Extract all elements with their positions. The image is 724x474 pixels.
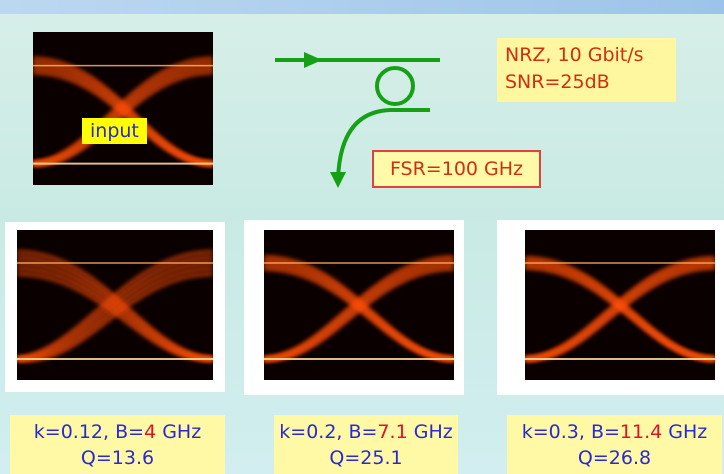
result-bandwidth: 7.1 [377, 421, 408, 443]
eye-diagram [17, 230, 213, 380]
result-q: Q=25.1 [329, 447, 403, 469]
signal-format: NRZ, 10 Gbit/s [505, 44, 644, 66]
signal-snr: SNR=25dB [505, 71, 610, 93]
eye-diagram [525, 230, 715, 380]
result-prefix: k=0.12, B= [33, 421, 145, 443]
result-prefix: k=0.3, B= [521, 421, 620, 443]
result-bandwidth: 4 [144, 421, 157, 443]
result-bandwidth: 11.4 [619, 421, 663, 443]
input-eye [33, 32, 213, 185]
eye-panel [497, 220, 724, 395]
result-suffix: GHz [156, 421, 202, 443]
input-label: input [82, 118, 147, 144]
title-bar [0, 0, 724, 14]
result-q: Q=26.8 [577, 447, 652, 469]
result-label: k=0.2, B=7.1 GHz Q=25.1 [274, 415, 458, 474]
eye-diagram [264, 230, 454, 380]
eye-panel [244, 220, 464, 395]
result-suffix: GHz [662, 421, 708, 443]
signal-box: NRZ, 10 Gbit/s SNR=25dB [497, 38, 676, 102]
result-label: k=0.3, B=11.4 GHz Q=26.8 [507, 415, 722, 474]
ring-resonator [275, 52, 440, 188]
result-label: k=0.12, B=4 GHz Q=13.6 [10, 415, 225, 474]
result-suffix: GHz [407, 421, 453, 443]
result-q: Q=13.6 [80, 447, 155, 469]
result-prefix: k=0.2, B= [279, 421, 378, 443]
eye-panel [5, 222, 225, 392]
fsr-box: FSR=100 GHz [372, 150, 541, 188]
